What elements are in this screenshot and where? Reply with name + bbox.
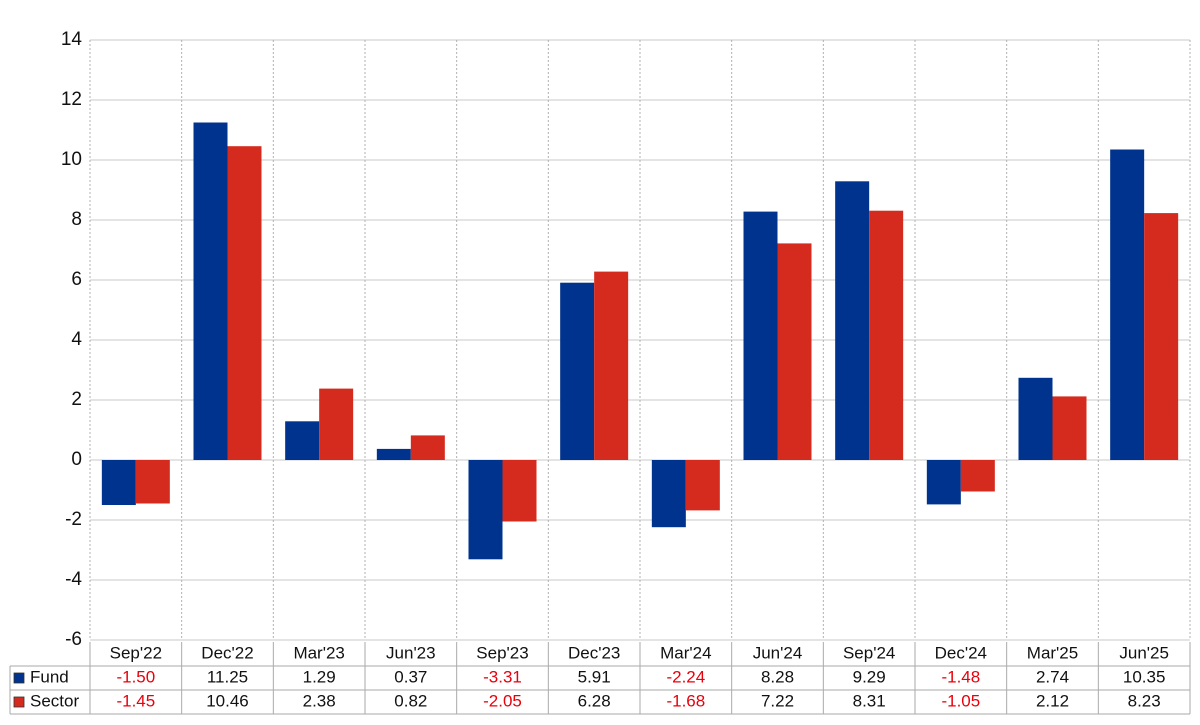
- x-tick-label: Dec'22: [201, 643, 253, 662]
- bar: [1018, 377, 1053, 460]
- bar: [468, 460, 503, 560]
- bar: [651, 460, 686, 528]
- y-tick-label: 8: [71, 209, 82, 230]
- table-value: -2.05: [483, 691, 522, 710]
- x-tick-label: Sep'24: [843, 643, 895, 662]
- table-value: 2.12: [1036, 691, 1069, 710]
- y-tick-label: 4: [71, 329, 82, 350]
- table-value: 5.91: [578, 667, 611, 686]
- table-value: -1.45: [116, 691, 155, 710]
- y-tick-label: 2: [71, 389, 82, 410]
- x-tick-label: Mar'24: [660, 643, 711, 662]
- bar: [502, 460, 537, 522]
- table-value: 11.25: [207, 667, 248, 686]
- table-value: -2.24: [666, 667, 705, 686]
- table-value: -1.68: [666, 691, 705, 710]
- x-tick-label: Dec'24: [935, 643, 987, 662]
- legend-swatch: [13, 672, 25, 684]
- x-tick-label: Sep'23: [476, 643, 528, 662]
- x-tick-label: Mar'23: [293, 643, 344, 662]
- bar: [777, 243, 812, 460]
- table-value: -1.05: [941, 691, 980, 710]
- table-value: 7.22: [761, 691, 794, 710]
- table-value: 0.37: [394, 667, 427, 686]
- table-value: 8.23: [1128, 691, 1161, 710]
- bar: [319, 388, 354, 460]
- bar: [193, 122, 228, 460]
- bar: [376, 448, 411, 460]
- y-tick-label: 12: [61, 89, 82, 110]
- bar: [1110, 149, 1145, 460]
- x-tick-label: Jun'23: [386, 643, 436, 662]
- x-tick-label: Mar'25: [1027, 643, 1078, 662]
- y-tick-label: 10: [61, 149, 82, 170]
- y-tick-label: 6: [71, 269, 82, 290]
- x-tick-label: Sep'22: [110, 643, 162, 662]
- bar: [410, 435, 445, 460]
- y-tick-label: 14: [61, 29, 83, 50]
- bar: [594, 271, 629, 460]
- bar: [869, 210, 904, 460]
- bar: [685, 460, 720, 511]
- table-value: 8.31: [853, 691, 886, 710]
- table-value: 8.28: [761, 667, 794, 686]
- bar: [285, 421, 320, 460]
- legend-label: Fund: [30, 667, 69, 686]
- y-tick-label: -4: [65, 569, 82, 590]
- table-value: 6.28: [578, 691, 611, 710]
- x-tick-label: Dec'23: [568, 643, 620, 662]
- bar: [560, 282, 595, 460]
- x-tick-label: Jun'24: [753, 643, 803, 662]
- y-tick-label: -6: [65, 629, 82, 650]
- y-tick-label: -2: [65, 509, 82, 530]
- bar: [135, 460, 170, 504]
- table-value: -1.50: [116, 667, 155, 686]
- bar: [227, 146, 262, 460]
- bar: [1144, 213, 1179, 460]
- table-value: 2.74: [1036, 667, 1069, 686]
- bar: [101, 460, 136, 505]
- y-tick-label: 0: [71, 449, 82, 470]
- x-tick-label: Jun'25: [1119, 643, 1169, 662]
- bar: [960, 460, 995, 492]
- table-value: 1.29: [303, 667, 336, 686]
- table-value: 9.29: [853, 667, 886, 686]
- bar: [743, 211, 778, 460]
- table-value: 10.35: [1123, 667, 1166, 686]
- table-value: 10.46: [206, 691, 249, 710]
- legend-label: Sector: [30, 691, 79, 710]
- table-value: 2.38: [303, 691, 336, 710]
- table-value: -1.48: [941, 667, 980, 686]
- legend-swatch: [13, 696, 25, 708]
- table-value: -3.31: [483, 667, 522, 686]
- bar: [926, 460, 961, 505]
- bar: [835, 181, 870, 461]
- table-value: 0.82: [394, 691, 427, 710]
- bar: [1052, 396, 1087, 460]
